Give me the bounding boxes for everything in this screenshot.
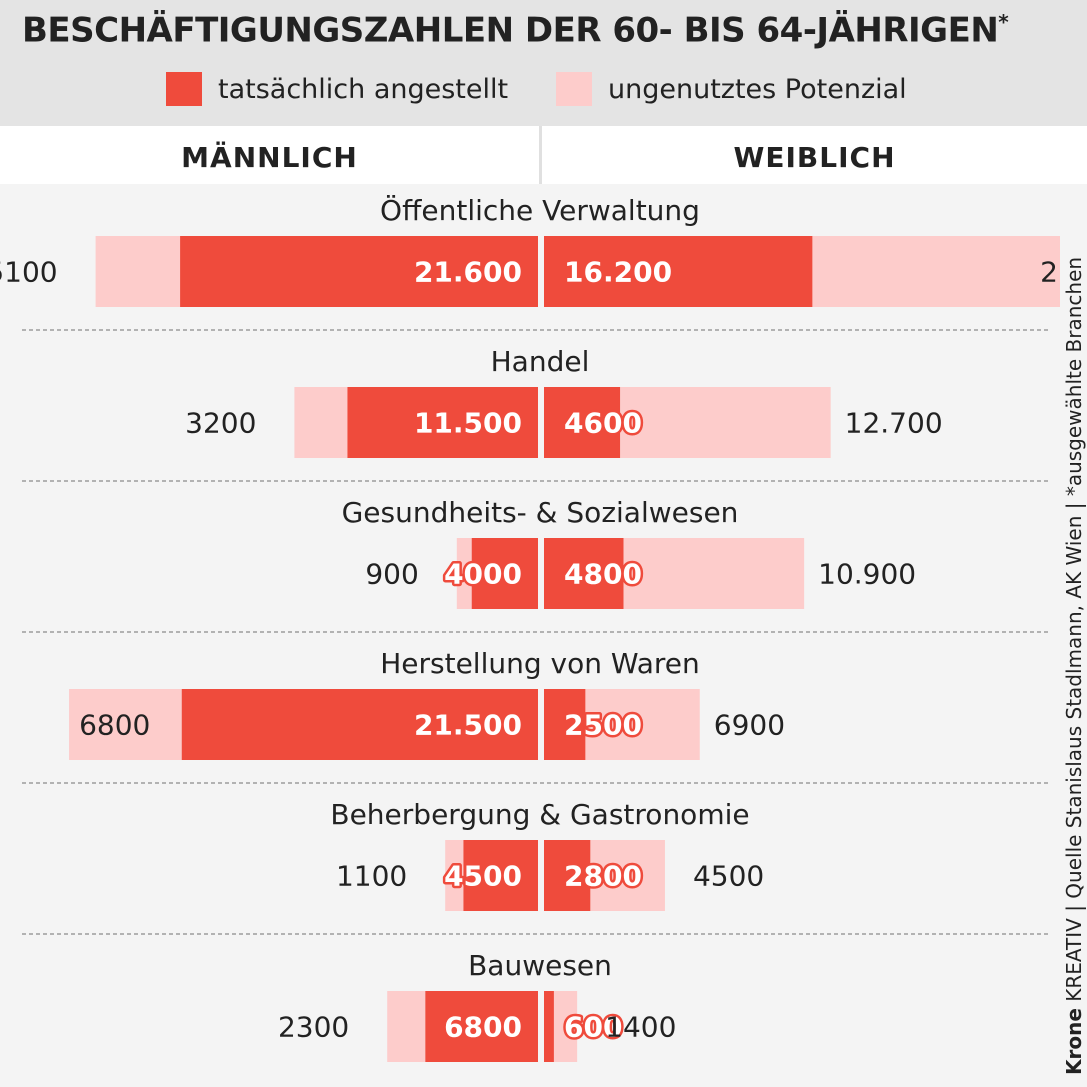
bar-male-employed [425, 991, 538, 1062]
value-label-female-employed: 2800 [564, 860, 642, 893]
bar-male-employed [347, 387, 538, 458]
bar-female-employed [544, 991, 554, 1062]
value-label-male-employed: 4000 [444, 558, 522, 591]
source-credit: Krone KREATIV | Quelle Stanislaus Stadlm… [1062, 256, 1086, 1075]
column-header-female: WEIBLICH [733, 141, 896, 174]
bar-male-potential [456, 538, 472, 609]
bar-male-potential [445, 840, 464, 911]
legend-swatch-employed [166, 72, 202, 106]
bar-female-potential [590, 840, 665, 911]
bar-female-potential [812, 236, 1060, 307]
legend-item-potential: ungenutztes Potenzial [556, 72, 907, 106]
bar-male-employed [471, 538, 538, 609]
bar-male-potential [95, 236, 181, 307]
value-label-male-potential: 900 [365, 558, 418, 591]
value-label-male-employed: 11.500 [414, 407, 522, 440]
bar-female-potential [623, 538, 805, 609]
column-header-bar: MÄNNLICH WEIBLICH [0, 126, 1087, 184]
value-label-female-employed: 2500 [564, 709, 642, 742]
bar-female-employed [544, 236, 813, 307]
category-label: Gesundheits- & Sozialwesen [342, 496, 739, 529]
legend-label-employed: tatsächlich angestellt [218, 73, 509, 105]
category-label: Bauwesen [468, 949, 612, 982]
header: BESCHÄFTIGUNGSZAHLEN DER 60- BIS 64-JÄHR… [0, 0, 1087, 126]
category-label: Beherbergung & Gastronomie [330, 798, 749, 831]
value-label-male-employed: 6800 [444, 1011, 522, 1044]
bar-female-potential [553, 991, 578, 1062]
value-label-male-employed: 21.600 [414, 256, 522, 289]
column-divider [539, 126, 542, 184]
bar-male-potential [387, 991, 426, 1062]
category-label: Handel [491, 345, 590, 378]
column-header-male: MÄNNLICH [181, 141, 358, 174]
bar-male-potential [69, 689, 182, 760]
value-label-female-potential: 21.100 [1040, 256, 1060, 289]
bar-female-employed [544, 538, 624, 609]
category-label: Öffentliche Verwaltung [380, 193, 700, 227]
legend-label-potential: ungenutztes Potenzial [608, 73, 907, 105]
value-label-male-potential: 2300 [278, 1011, 349, 1044]
value-label-female-potential: 10.900 [818, 558, 916, 591]
chart-title: BESCHÄFTIGUNGSZAHLEN DER 60- BIS 64-JÄHR… [22, 10, 1009, 51]
value-label-male-employed: 4500 [444, 860, 522, 893]
bar-female-potential [585, 689, 700, 760]
value-label-female-potential: 1400 [605, 1011, 676, 1044]
value-label-male-potential: 3200 [185, 407, 256, 440]
category-label: Herstellung von Waren [380, 647, 700, 680]
bar-female-employed [544, 387, 621, 458]
value-label-female-employed: 4600 [564, 407, 642, 440]
value-label-female-employed: 4800 [564, 558, 642, 591]
bar-male-employed [180, 236, 538, 307]
bar-female-employed [544, 840, 591, 911]
value-label-female-potential: 6900 [714, 709, 785, 742]
bar-male-potential [294, 387, 348, 458]
bar-female-employed [544, 689, 586, 760]
title-footnote-marker: * [998, 10, 1009, 34]
bar-male-employed [181, 689, 538, 760]
value-label-female-employed: 600 [564, 1011, 622, 1044]
value-label-female-employed: 16.200 [564, 256, 672, 289]
value-label-female-potential: 4500 [693, 860, 764, 893]
value-label-female-potential: 12.700 [845, 407, 943, 440]
bar-female-potential [620, 387, 831, 458]
legend-swatch-potential [556, 72, 592, 106]
legend-item-employed: tatsächlich angestellt [166, 72, 508, 106]
bar-male-employed [463, 840, 538, 911]
value-label-male-potential: 1100 [336, 860, 407, 893]
value-label-male-employed: 21.500 [414, 709, 522, 742]
butterfly-chart: Öffentliche Verwaltung 21.600 16.200 5100 21… [0, 193, 1060, 1062]
value-label-male-potential: 5100 [0, 256, 58, 289]
value-label-male-potential: 6800 [79, 709, 150, 742]
